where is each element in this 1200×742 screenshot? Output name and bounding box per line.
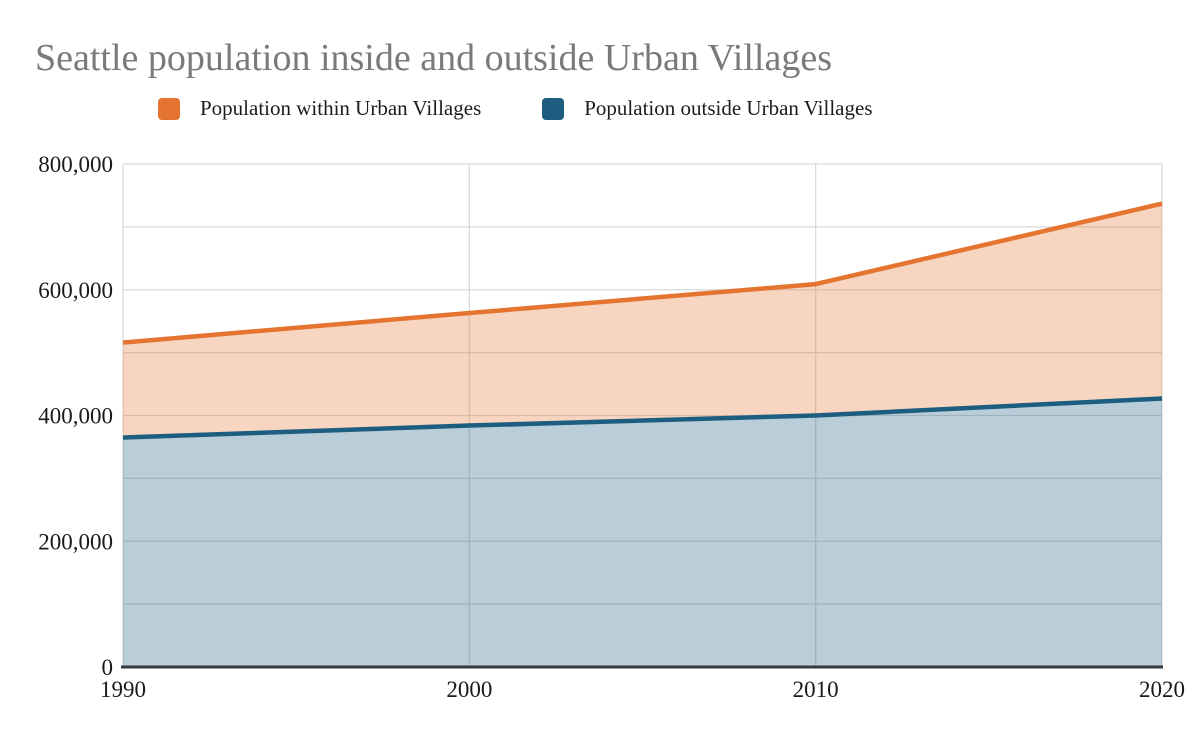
series-area-within: [123, 203, 1162, 438]
series-line-outside: [122, 396, 1163, 440]
series-line-within: [122, 201, 1163, 345]
chart-title: Seattle population inside and outside Ur…: [35, 37, 832, 79]
legend-label-within: Population within Urban Villages: [200, 96, 482, 120]
legend-item-outside: Population outside Urban Villages: [542, 96, 873, 121]
x-tick-label: 2010: [793, 677, 839, 702]
y-tick-label: 800,000: [38, 152, 113, 177]
x-tick-label: 1990: [100, 677, 146, 702]
legend-swatch-within-icon: [158, 97, 180, 120]
legend: Population within Urban Villages Populat…: [158, 96, 873, 121]
y-tick-label: 200,000: [38, 529, 113, 554]
legend-label-outside: Population outside Urban Villages: [584, 96, 873, 120]
legend-swatch-outside-icon: [542, 97, 565, 120]
series-area-outside: [123, 398, 1162, 667]
y-tick-label: 0: [102, 655, 114, 680]
x-tick-label: 2020: [1139, 677, 1185, 702]
y-tick-label: 600,000: [38, 278, 113, 303]
y-tick-label: 400,000: [38, 404, 113, 429]
legend-item-within: Population within Urban Villages: [158, 96, 481, 121]
x-tick-label: 2000: [446, 677, 492, 702]
